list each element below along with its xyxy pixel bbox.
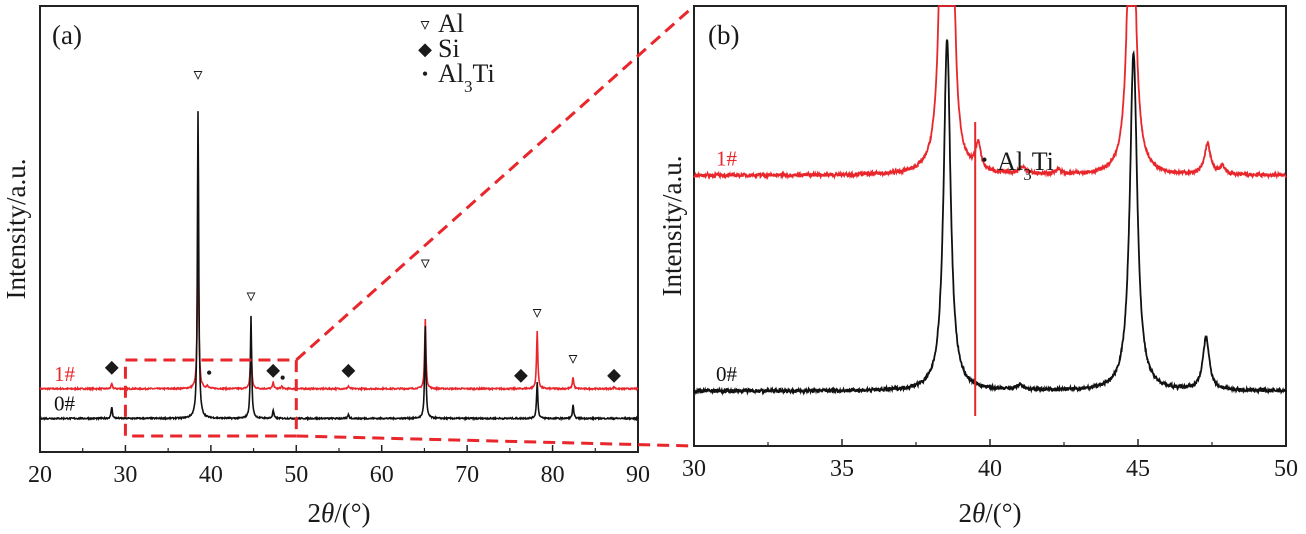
series-label: 1#: [54, 362, 76, 386]
peak-marker: ◆: [514, 365, 528, 385]
peak-marker: •: [279, 368, 285, 388]
peak-marker: ▿: [194, 64, 203, 84]
panel-b-y-axis-title: Intensity/a.u.: [657, 156, 687, 297]
peak-marker: ▿: [246, 285, 255, 305]
zoom-box: [123, 4, 695, 448]
x-tick-label: 20: [28, 462, 52, 488]
zoom-connector-top: [295, 4, 695, 362]
x-tick-label: 50: [1274, 456, 1298, 482]
series-line-0#: [39, 111, 639, 422]
x-tick-label: 90: [626, 462, 650, 488]
legend-entry: Al3Ti: [438, 59, 495, 96]
al3ti-dot: •: [981, 150, 987, 170]
panel-b-x-axis-title: 2θ/(°): [958, 498, 1021, 528]
panel-b-al3ti-marker: • Al3Ti: [974, 122, 1054, 416]
zoom-rectangle: [123, 358, 298, 438]
panel-a: (a) ▿ Al◆ Si• Al3Ti 20 30 40 50 60 70 80 90 1#0# ▿…: [1, 4, 695, 528]
peak-marker: ◆: [341, 360, 355, 380]
peak-marker: ◆: [266, 360, 280, 380]
series-label: 0#: [54, 391, 76, 415]
panel-a-label: (a): [52, 20, 82, 50]
panel-b-series: 1# 0#: [693, 5, 1287, 396]
peak-marker: ▿: [569, 348, 578, 368]
panel-a-x-axis-title: 2θ/(°): [307, 498, 370, 528]
panel-b-label: (b): [708, 20, 739, 50]
series-line-0#: [693, 39, 1287, 396]
panel-b: (b) 30 35 40 45 50 1# 0# • Al3Ti Intensity/a.u…: [657, 5, 1298, 528]
legend-symbol: •: [422, 64, 428, 84]
legend-entry: Al: [438, 9, 464, 38]
peak-marker: ◆: [607, 365, 621, 385]
x-tick-label: 80: [541, 462, 565, 488]
x-tick-label: 60: [370, 462, 394, 488]
panel-a-series: 1#0#: [39, 111, 639, 422]
peak-marker: ▿: [421, 252, 430, 272]
series-label: 0#: [716, 362, 738, 386]
panel-b-x-ticks: 30 35 40 45 50: [682, 439, 1298, 482]
x-tick-label: 40: [199, 462, 223, 488]
series-label: 1#: [716, 146, 738, 170]
legend-symbol: ◆: [418, 39, 432, 59]
x-tick-label: 50: [284, 462, 308, 488]
panel-a-peak-markers: ▿▿▿▿▿◆ ◆ ◆ ◆ ◆• •: [105, 64, 621, 388]
x-tick-label: 45: [1126, 456, 1150, 482]
peak-marker: ▿: [533, 302, 542, 322]
panel-a-legend: ▿ Al ◆ Si • Al3Ti: [418, 9, 495, 96]
peak-marker: •: [206, 363, 212, 383]
x-tick-label: 70: [455, 462, 479, 488]
peak-marker: ◆: [105, 356, 119, 376]
legend-symbol: ▿: [420, 14, 429, 34]
x-tick-label: 35: [830, 456, 854, 482]
legend-entry: Si: [438, 34, 460, 63]
series-line-1#: [39, 216, 639, 392]
x-tick-label: 30: [113, 462, 137, 488]
x-tick-label: 40: [978, 456, 1002, 482]
zoom-connector-bottom: [296, 434, 695, 448]
x-tick-label: 30: [682, 456, 706, 482]
al3ti-label: Al3Ti: [997, 147, 1054, 184]
series-line-1#: [693, 5, 1287, 181]
panel-a-x-ticks: 20 30 40 50 60 70 80 90: [28, 445, 650, 488]
panel-a-frame: [39, 5, 639, 453]
panel-a-y-axis-title: Intensity/a.u.: [1, 159, 31, 300]
